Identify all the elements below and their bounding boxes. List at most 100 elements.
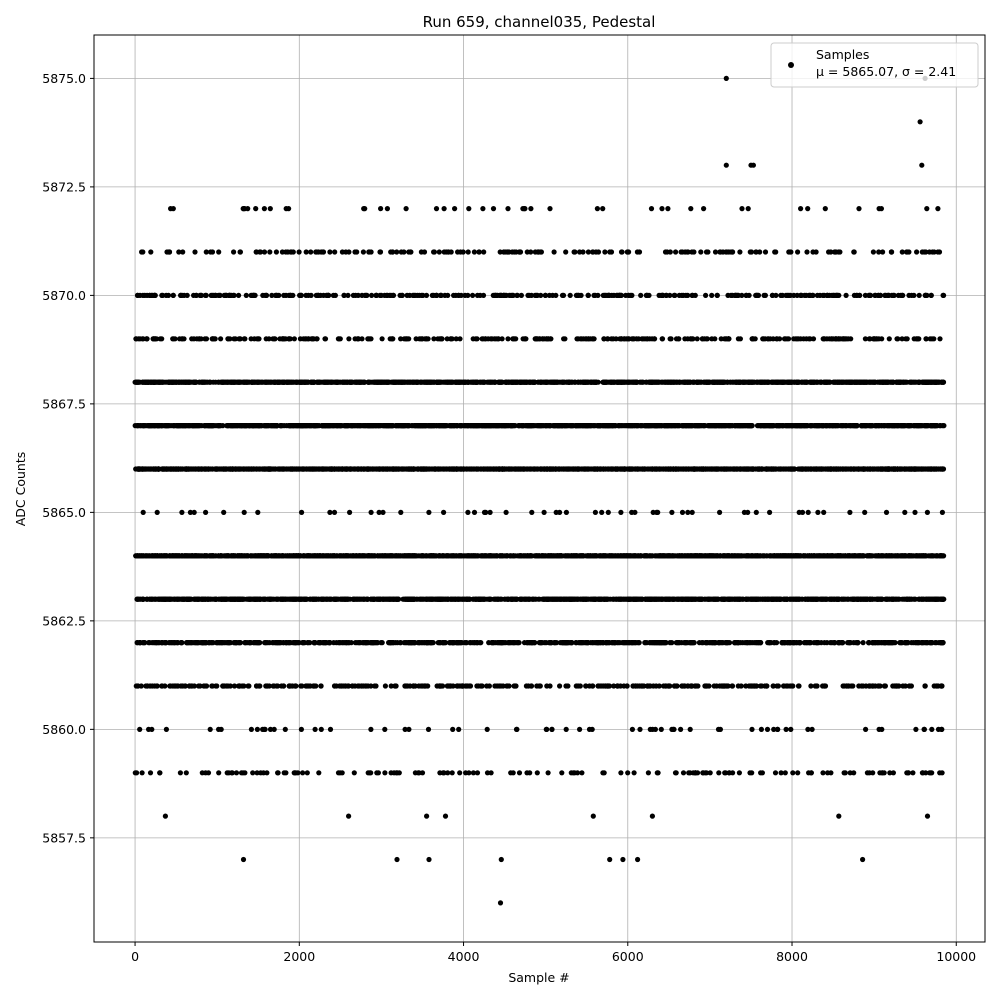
data-point — [254, 640, 260, 646]
data-point — [275, 770, 281, 776]
data-point — [589, 726, 595, 733]
data-point — [887, 770, 893, 776]
data-point — [301, 596, 307, 602]
data-point — [866, 553, 872, 559]
data-point — [450, 683, 456, 689]
data-point — [233, 640, 239, 646]
data-point — [393, 553, 399, 559]
data-point — [764, 683, 770, 689]
data-point — [208, 553, 214, 559]
data-point — [216, 770, 222, 776]
data-point — [679, 509, 686, 515]
data-point — [483, 509, 489, 515]
data-point — [875, 640, 881, 646]
data-point — [899, 640, 905, 646]
data-point — [613, 596, 619, 602]
data-point — [338, 596, 344, 602]
data-point — [148, 553, 155, 559]
data-point — [345, 553, 351, 559]
data-point — [402, 726, 408, 733]
data-point — [642, 640, 648, 646]
data-point — [939, 509, 946, 515]
data-point — [213, 640, 220, 646]
data-point — [320, 553, 326, 559]
data-point — [781, 683, 787, 689]
data-point — [771, 726, 777, 733]
data-point — [393, 683, 399, 689]
data-point — [749, 726, 755, 733]
data-point — [176, 596, 182, 602]
data-point — [196, 683, 202, 689]
data-point — [828, 770, 834, 776]
data-point — [221, 683, 227, 689]
data-point — [615, 553, 621, 559]
data-point — [625, 770, 631, 776]
data-point — [905, 770, 911, 776]
data-point — [371, 596, 377, 602]
data-point — [405, 640, 411, 646]
data-point — [299, 509, 305, 515]
data-point — [936, 640, 942, 646]
data-point — [875, 596, 881, 602]
data-point — [332, 683, 338, 689]
data-point — [547, 683, 553, 689]
data-point — [721, 553, 727, 559]
data-point — [892, 683, 898, 689]
data-point — [815, 509, 821, 515]
data-point — [490, 640, 497, 646]
data-point — [790, 770, 796, 776]
data-point — [222, 596, 229, 602]
data-point — [179, 553, 185, 559]
data-point — [461, 553, 467, 559]
data-point — [455, 683, 461, 689]
data-point — [234, 596, 240, 602]
data-point — [368, 509, 374, 515]
data-point — [441, 509, 447, 515]
data-point — [558, 596, 564, 602]
data-point — [292, 640, 298, 646]
data-point — [205, 770, 212, 776]
data-point — [484, 770, 491, 776]
data-point — [588, 640, 594, 646]
data-point — [523, 683, 530, 689]
data-point — [821, 509, 827, 515]
data-point — [484, 726, 490, 733]
data-point — [603, 553, 609, 559]
data-point — [625, 596, 631, 602]
data-point — [375, 640, 381, 646]
data-point — [913, 726, 919, 733]
data-point — [923, 770, 929, 776]
data-point — [550, 553, 557, 559]
data-point — [908, 553, 914, 559]
data-point — [402, 683, 409, 689]
data-point — [315, 553, 321, 559]
data-point — [159, 553, 165, 559]
data-point — [563, 509, 570, 515]
data-point — [271, 726, 277, 733]
data-point — [435, 640, 441, 646]
data-point — [885, 553, 891, 559]
data-point — [846, 640, 852, 646]
data-point — [860, 640, 866, 646]
data-point — [743, 683, 749, 689]
data-point — [347, 509, 353, 515]
data-point — [685, 509, 691, 515]
data-point — [226, 770, 232, 776]
data-point — [255, 596, 261, 602]
data-point — [840, 553, 846, 559]
data-point — [697, 596, 703, 602]
data-point — [267, 726, 274, 733]
data-point — [333, 640, 339, 646]
data-point — [563, 640, 569, 646]
data-point — [494, 683, 500, 689]
data-point — [163, 640, 169, 646]
data-point — [566, 553, 572, 559]
data-point — [241, 509, 247, 515]
data-point — [183, 770, 189, 776]
data-point — [509, 596, 515, 602]
data-point — [410, 683, 417, 689]
data-point — [862, 509, 868, 515]
data-point — [670, 726, 676, 733]
data-point — [794, 640, 800, 646]
data-point — [281, 683, 287, 689]
